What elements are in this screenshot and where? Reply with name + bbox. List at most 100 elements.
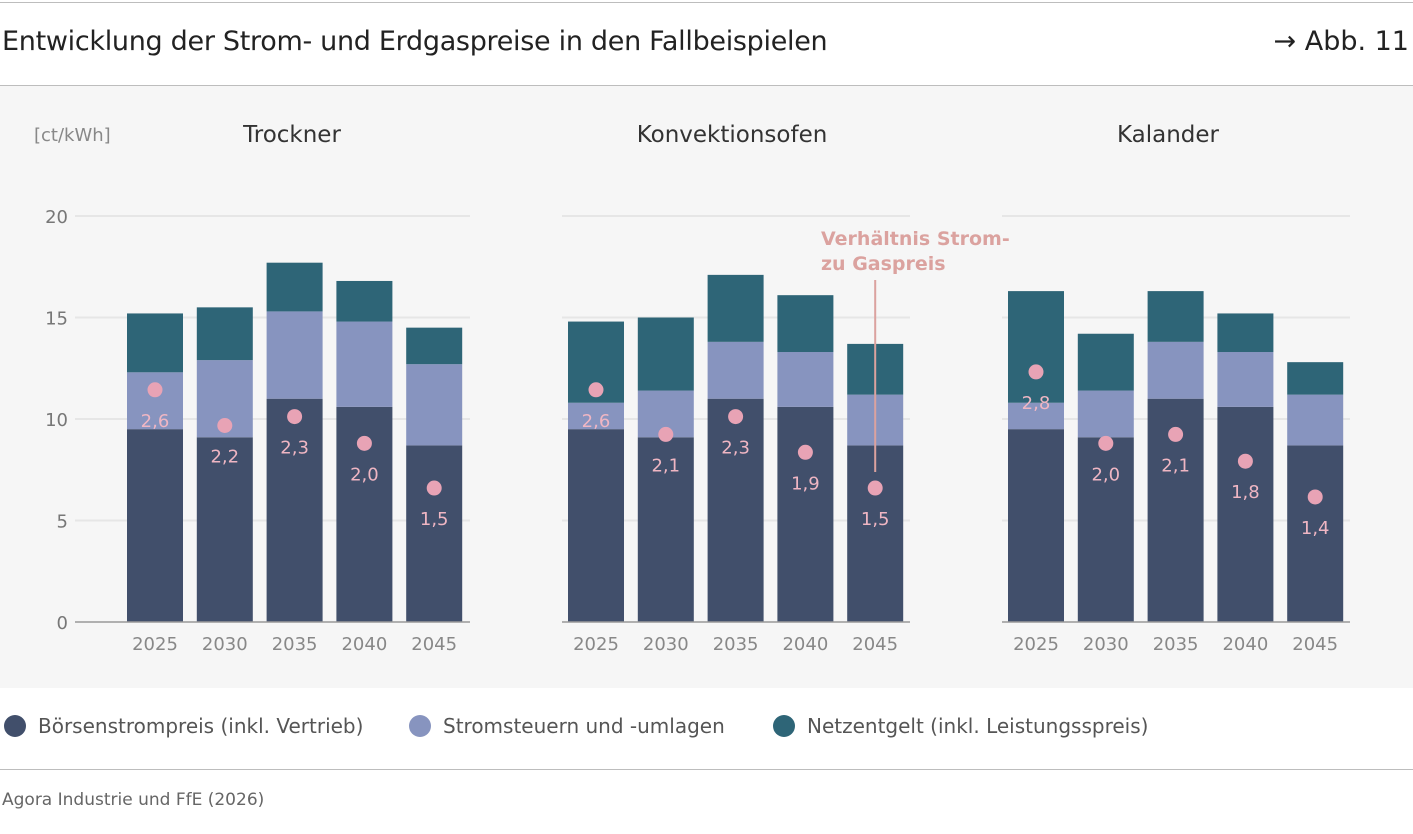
- bar-segment-boersen: [1008, 429, 1064, 622]
- legend-label: Börsenstrompreis (inkl. Vertrieb): [38, 714, 364, 738]
- bar-segment-netz: [196, 307, 253, 361]
- bar-segment-steuern: [1077, 390, 1134, 438]
- ratio-label: 2,6: [582, 411, 611, 432]
- ratio-dot: [1168, 426, 1184, 442]
- legend-label: Netzentgelt (inkl. Leistungsspreis): [807, 714, 1149, 738]
- ratio-label: 2,8: [1022, 393, 1051, 414]
- top-rule: [0, 2, 1413, 3]
- ratio-label: 2,1: [1161, 455, 1190, 476]
- bar-segment-netz: [777, 295, 834, 353]
- ratio-dot: [1028, 364, 1044, 380]
- x-tick-label: 2045: [411, 634, 457, 655]
- ratio-label: 2,3: [721, 438, 750, 459]
- annotation-text: Verhältnis Strom-: [821, 228, 1010, 250]
- legend-item-netz: Netzentgelt (inkl. Leistungsspreis): [773, 714, 1148, 738]
- annotation-text: zu Gaspreis: [821, 253, 946, 275]
- panel-title: Trockner: [242, 122, 341, 148]
- bar-segment-netz: [127, 313, 183, 373]
- bar-segment-netz: [1217, 313, 1274, 353]
- ratio-dot: [1307, 489, 1323, 505]
- ratio-label: 2,3: [280, 438, 309, 459]
- ratio-label: 2,0: [1091, 464, 1120, 485]
- ratio-dot: [1098, 435, 1114, 451]
- bar-segment-boersen: [266, 398, 323, 622]
- ratio-label: 2,2: [210, 446, 239, 467]
- header-rule: [0, 85, 1413, 86]
- bar-segment-boersen: [637, 437, 694, 622]
- bar-segment-netz: [336, 280, 393, 322]
- bar-segment-boersen: [127, 429, 183, 622]
- ratio-dot: [867, 480, 883, 496]
- bar-segment-steuern: [336, 321, 393, 407]
- y-tick-label: 20: [45, 207, 68, 228]
- ratio-label: 1,4: [1301, 518, 1330, 539]
- panel-title: Kalander: [1117, 122, 1220, 148]
- ratio-dot: [426, 480, 442, 496]
- source-note: Agora Industrie und FfE (2026): [2, 790, 265, 810]
- bar-segment-boersen: [568, 429, 624, 622]
- bar-segment-boersen: [1287, 445, 1344, 622]
- ratio-dot: [217, 417, 233, 433]
- ratio-dot: [588, 382, 604, 398]
- bar-segment-boersen: [707, 398, 764, 622]
- bar-segment-steuern: [406, 364, 463, 446]
- footer-rule: [0, 769, 1413, 770]
- bar-segment-netz: [266, 262, 323, 312]
- bar-segment-boersen: [196, 437, 253, 622]
- y-tick-label: 0: [57, 613, 68, 634]
- y-tick-label: 10: [45, 410, 68, 431]
- bar-segment-boersen: [1077, 437, 1134, 622]
- ratio-label: 2,0: [350, 464, 379, 485]
- x-tick-label: 2035: [272, 634, 318, 655]
- x-tick-label: 2040: [341, 634, 387, 655]
- bar-segment-steuern: [707, 341, 764, 399]
- bar-segment-netz: [1147, 291, 1204, 342]
- bar-segment-netz: [1287, 362, 1344, 395]
- bar-segment-boersen: [847, 445, 904, 622]
- x-tick-label: 2030: [1083, 634, 1129, 655]
- bar-segment-steuern: [568, 402, 624, 430]
- legend-item-boersen: Börsenstrompreis (inkl. Vertrieb): [4, 714, 363, 738]
- y-tick-label: 15: [45, 309, 68, 330]
- x-tick-label: 2045: [852, 634, 898, 655]
- panel-trockner: Trockner [ct/kWh] 0 5 10 15 20 2025 2,6 2030 2,2 20…: [34, 122, 470, 655]
- ratio-dot: [658, 426, 674, 442]
- bar-segment-steuern: [266, 311, 323, 399]
- ratio-label: 2,1: [651, 455, 680, 476]
- bar-segment-boersen: [1217, 406, 1274, 622]
- bar-segment-netz: [637, 317, 694, 391]
- ratio-label: 1,5: [861, 509, 890, 530]
- ratio-label: 1,8: [1231, 482, 1260, 503]
- y-tick-label: 5: [57, 512, 68, 533]
- ratio-dot: [728, 409, 744, 425]
- bar-segment-netz: [1008, 291, 1064, 403]
- ratio-label: 2,6: [141, 411, 170, 432]
- legend-swatch: [4, 715, 26, 737]
- figure-title: Entwicklung der Strom- und Erdgaspreise …: [2, 26, 828, 57]
- bar-segment-steuern: [1217, 352, 1274, 407]
- legend-swatch: [409, 715, 431, 737]
- x-tick-label: 2030: [643, 634, 689, 655]
- bar-segment-boersen: [777, 406, 834, 622]
- bar-segment-netz: [707, 274, 764, 342]
- x-tick-label: 2025: [573, 634, 619, 655]
- figure-reference: → Abb. 11: [1273, 26, 1409, 57]
- bar-segment-boersen: [406, 445, 463, 622]
- bar-segment-netz: [1077, 333, 1134, 391]
- bar-segment-steuern: [127, 372, 183, 430]
- x-tick-label: 2025: [132, 634, 178, 655]
- bar-segment-steuern: [1287, 394, 1344, 446]
- y-axis-label: [ct/kWh]: [34, 125, 111, 146]
- legend-item-steuern: Stromsteuern und -umlagen: [409, 714, 725, 738]
- ratio-dot: [147, 382, 163, 398]
- ratio-label: 1,9: [791, 473, 820, 494]
- bar-segment-netz: [406, 327, 463, 365]
- x-tick-label: 2035: [713, 634, 759, 655]
- legend-swatch: [773, 715, 795, 737]
- ratio-dot: [287, 409, 303, 425]
- legend-label: Stromsteuern und -umlagen: [443, 714, 725, 738]
- x-tick-label: 2040: [1222, 634, 1268, 655]
- x-tick-label: 2035: [1153, 634, 1199, 655]
